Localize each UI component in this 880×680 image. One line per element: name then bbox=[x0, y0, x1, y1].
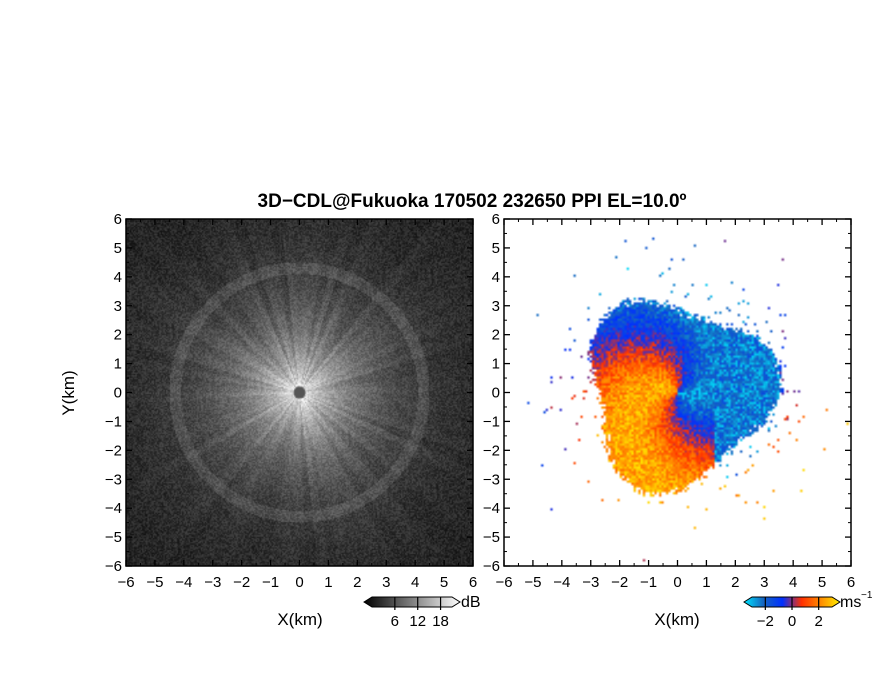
velocity-colorbar: −2 0 2 ms −1 bbox=[743, 590, 873, 630]
reflectivity-image bbox=[126, 219, 473, 566]
reflectivity-y-tick-label: 3 bbox=[114, 298, 122, 315]
velocity-y-tick-label: −6 bbox=[483, 558, 500, 575]
reflectivity-colorbar-tick-label: 12 bbox=[409, 613, 426, 630]
velocity-y-tick-label: 1 bbox=[492, 356, 500, 373]
velocity-y-tick-label: −2 bbox=[483, 442, 500, 459]
reflectivity-y-tick-label: −2 bbox=[105, 442, 122, 459]
reflectivity-x-tick-label: −5 bbox=[146, 574, 163, 591]
reflectivity-x-tick-label: 4 bbox=[411, 574, 419, 591]
velocity-colorbar-tick-label: 0 bbox=[788, 613, 796, 630]
velocity-x-tick-label: −3 bbox=[582, 574, 599, 591]
reflectivity-colorbar-tick-label: 6 bbox=[391, 613, 399, 630]
velocity-x-label: X(km) bbox=[654, 610, 699, 629]
velocity-x-tick-label: 6 bbox=[847, 574, 855, 591]
reflectivity-x-tick-label: 5 bbox=[440, 574, 448, 591]
reflectivity-y-tick-label: −5 bbox=[105, 529, 122, 546]
reflectivity-x-tick-label: −3 bbox=[204, 574, 221, 591]
reflectivity-y-tick-label: 6 bbox=[114, 211, 122, 228]
velocity-panel: −6 −5 −4 −3 −2 −1 0 1 2 3 4 5 6 6 5 4 3 2 1 0 −1 −2 −3 −4 −5 −6 X… bbox=[483, 211, 873, 630]
reflectivity-y-tick-label: 4 bbox=[114, 269, 122, 286]
reflectivity-colorbar-tick-label: 18 bbox=[432, 613, 449, 630]
velocity-y-tick-label: −4 bbox=[483, 500, 500, 517]
reflectivity-x-tick-label: 0 bbox=[295, 574, 303, 591]
figure-title: 3D−CDL@Fukuoka 170502 232650 PPI EL=10.0… bbox=[258, 191, 687, 212]
velocity-colorbar-unit-superscript: −1 bbox=[861, 590, 873, 601]
reflectivity-y-tick-label: 2 bbox=[114, 327, 122, 344]
velocity-x-tick-label: 3 bbox=[760, 574, 768, 591]
velocity-colorbar-tick-label: −2 bbox=[757, 613, 774, 630]
velocity-x-tick-label: 0 bbox=[673, 574, 681, 591]
reflectivity-colorbar-unit: dB bbox=[461, 594, 481, 611]
reflectivity-x-tick-label: 1 bbox=[324, 574, 332, 591]
reflectivity-y-tick-label: 1 bbox=[114, 356, 122, 373]
reflectivity-y-tick-label: 0 bbox=[114, 385, 122, 402]
velocity-x-tick-label: 4 bbox=[789, 574, 797, 591]
reflectivity-x-tick-label: −6 bbox=[117, 574, 134, 591]
velocity-y-tick-label: −3 bbox=[483, 471, 500, 488]
velocity-y-tick-label: 5 bbox=[492, 240, 500, 257]
velocity-y-tick-label: 2 bbox=[492, 327, 500, 344]
reflectivity-x-tick-label: 2 bbox=[353, 574, 361, 591]
velocity-x-tick-label: −2 bbox=[611, 574, 628, 591]
velocity-x-tick-label: −4 bbox=[553, 574, 570, 591]
velocity-x-tick-label: 2 bbox=[731, 574, 739, 591]
velocity-y-tick-label: −5 bbox=[483, 529, 500, 546]
reflectivity-y-tick-label: −6 bbox=[105, 558, 122, 575]
velocity-y-tick-label: 6 bbox=[492, 211, 500, 228]
velocity-colorbar-unit: ms bbox=[840, 594, 861, 611]
velocity-x-tick-label: 1 bbox=[702, 574, 710, 591]
velocity-x-tick-label: −6 bbox=[495, 574, 512, 591]
reflectivity-x-tick-label: 6 bbox=[469, 574, 477, 591]
velocity-colorbar-tick-label: 2 bbox=[814, 613, 822, 630]
reflectivity-x-label: X(km) bbox=[277, 610, 322, 629]
reflectivity-y-tick-label: 5 bbox=[114, 240, 122, 257]
velocity-y-tick-label: 0 bbox=[492, 385, 500, 402]
reflectivity-x-tick-label: −1 bbox=[262, 574, 279, 591]
reflectivity-x-tick-label: −4 bbox=[175, 574, 192, 591]
velocity-image bbox=[504, 219, 851, 566]
reflectivity-y-label: Y(km) bbox=[59, 370, 78, 415]
reflectivity-y-tick-label: −3 bbox=[105, 471, 122, 488]
velocity-y-tick-label: 4 bbox=[492, 269, 500, 286]
reflectivity-colorbar: 6 12 18 dB bbox=[363, 594, 481, 630]
velocity-x-tick-label: 5 bbox=[818, 574, 826, 591]
velocity-x-tick-label: −5 bbox=[524, 574, 541, 591]
velocity-y-tick-label: −1 bbox=[483, 413, 500, 430]
velocity-y-tick-label: 3 bbox=[492, 298, 500, 315]
reflectivity-y-tick-label: −4 bbox=[105, 500, 122, 517]
velocity-x-tick-label: −1 bbox=[640, 574, 657, 591]
reflectivity-x-tick-label: 3 bbox=[382, 574, 390, 591]
reflectivity-y-tick-label: −1 bbox=[105, 413, 122, 430]
reflectivity-x-tick-label: −2 bbox=[233, 574, 250, 591]
